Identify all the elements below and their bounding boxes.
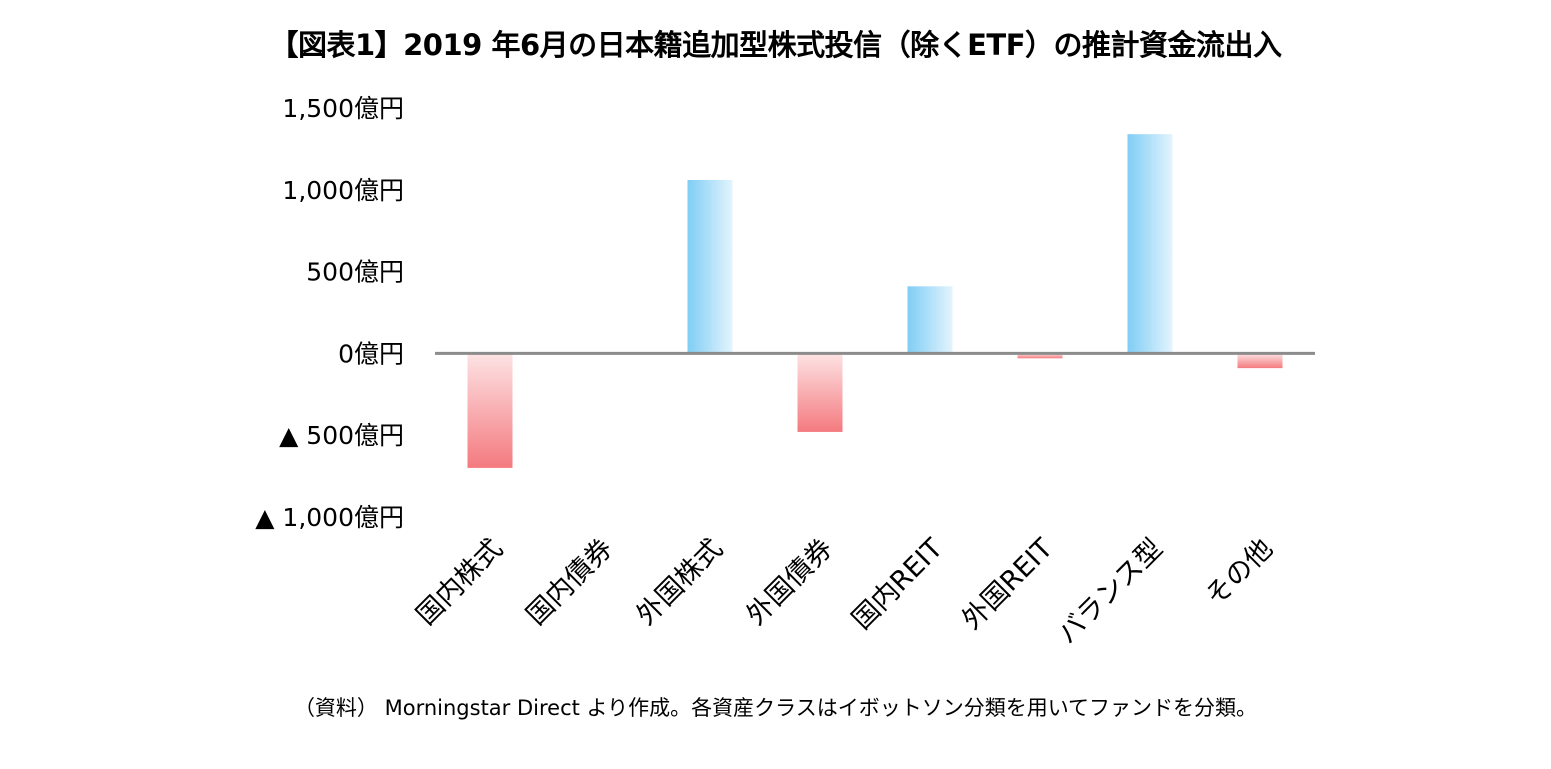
y-tick-label: 500億円 xyxy=(306,258,404,287)
x-tick-label: 外国債券 xyxy=(741,533,839,631)
bar xyxy=(907,286,953,354)
x-tick-label: 国内株式 xyxy=(411,533,509,631)
bar xyxy=(1237,353,1283,369)
bars xyxy=(467,134,1283,468)
bar xyxy=(1127,134,1173,354)
source-note: （資料） Morningstar Direct より作成。各資産クラスはイボット… xyxy=(293,696,1258,720)
y-tick-label: 0億円 xyxy=(338,339,404,368)
y-axis-ticks: 1,500億円 1,000億円 500億円 0億円 ▲ 500億円 ▲ 1,000億円 xyxy=(255,94,404,532)
x-tick-label: 国内債券 xyxy=(521,533,619,631)
x-tick-label: 外国REIT xyxy=(956,533,1059,636)
y-tick-label: 1,500億円 xyxy=(282,94,404,123)
x-tick-label: 国内REIT xyxy=(846,533,949,636)
y-tick-label: ▲ 500億円 xyxy=(279,421,404,450)
x-tick-label: バランス型 xyxy=(1052,533,1169,650)
y-tick-label: ▲ 1,000億円 xyxy=(255,503,404,532)
chart-title: 【図表1】2019 年6月の日本籍追加型株式投信（除くETF）の推計資金流出入 xyxy=(269,28,1282,62)
bar xyxy=(1017,353,1063,359)
x-tick-label: その他 xyxy=(1200,533,1279,612)
x-tick-label: 外国株式 xyxy=(631,533,729,631)
bar xyxy=(467,353,513,468)
bar xyxy=(797,353,843,432)
bar xyxy=(687,179,733,354)
y-tick-label: 1,000億円 xyxy=(282,176,404,205)
